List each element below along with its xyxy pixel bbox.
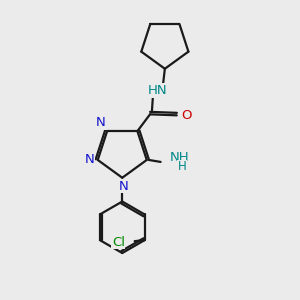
Text: N: N <box>85 153 95 167</box>
Text: H: H <box>178 160 186 173</box>
Text: HN: HN <box>148 84 168 97</box>
Text: NH: NH <box>169 152 189 164</box>
Text: O: O <box>182 109 192 122</box>
Text: N: N <box>118 180 128 193</box>
Text: N: N <box>95 116 105 129</box>
Text: Cl: Cl <box>112 236 125 249</box>
